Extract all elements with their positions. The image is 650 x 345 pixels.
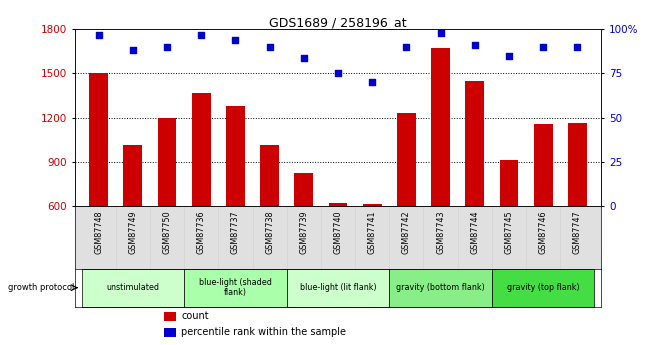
Text: GSM87739: GSM87739 — [299, 211, 308, 254]
Bar — [226, 106, 245, 206]
Text: growth protocol: growth protocol — [8, 283, 74, 292]
Text: GSM87750: GSM87750 — [162, 211, 172, 254]
Bar — [397, 113, 416, 206]
Text: GSM87741: GSM87741 — [368, 211, 377, 254]
Bar — [158, 118, 176, 206]
Point — [196, 32, 207, 37]
Bar — [287, 269, 389, 307]
Bar — [82, 269, 184, 307]
Point — [230, 37, 240, 43]
Text: GSM87736: GSM87736 — [197, 211, 206, 254]
Text: blue-light (lit flank): blue-light (lit flank) — [300, 283, 376, 292]
Text: GSM87745: GSM87745 — [504, 211, 514, 254]
Point — [401, 44, 411, 50]
Point — [162, 44, 172, 50]
Bar — [500, 160, 518, 206]
Bar — [389, 269, 492, 307]
Bar — [89, 73, 108, 206]
Text: count: count — [181, 311, 209, 321]
Bar — [184, 269, 287, 307]
Bar — [568, 123, 587, 206]
Text: GSM87743: GSM87743 — [436, 211, 445, 254]
Bar — [294, 174, 313, 206]
Text: GSM87747: GSM87747 — [573, 211, 582, 254]
Text: GSM87737: GSM87737 — [231, 211, 240, 254]
Title: GDS1689 / 258196_at: GDS1689 / 258196_at — [269, 16, 407, 29]
Bar — [534, 124, 552, 206]
Point — [469, 42, 480, 48]
Text: gravity (bottom flank): gravity (bottom flank) — [396, 283, 485, 292]
Text: gravity (top flank): gravity (top flank) — [507, 283, 579, 292]
Bar — [363, 204, 382, 206]
Point — [298, 55, 309, 60]
Bar — [492, 269, 594, 307]
Bar — [260, 146, 279, 206]
Bar — [164, 312, 176, 321]
Bar — [431, 48, 450, 206]
Point — [436, 30, 446, 36]
Text: unstimulated: unstimulated — [107, 283, 159, 292]
Point — [265, 44, 275, 50]
Text: GSM87742: GSM87742 — [402, 211, 411, 254]
Point — [367, 79, 378, 85]
Point — [504, 53, 514, 59]
Text: GSM87748: GSM87748 — [94, 211, 103, 254]
Point — [94, 32, 104, 37]
Text: GSM87744: GSM87744 — [470, 211, 479, 254]
Text: GSM87740: GSM87740 — [333, 211, 343, 254]
Bar — [192, 92, 211, 206]
Bar — [124, 146, 142, 206]
Point — [333, 71, 343, 76]
Point — [572, 44, 582, 50]
Text: percentile rank within the sample: percentile rank within the sample — [181, 327, 346, 337]
Text: GSM87749: GSM87749 — [128, 211, 137, 254]
Bar — [329, 203, 347, 206]
Point — [127, 48, 138, 53]
Bar — [465, 81, 484, 206]
Bar — [164, 328, 176, 336]
Text: GSM87746: GSM87746 — [539, 211, 548, 254]
Text: GSM87738: GSM87738 — [265, 211, 274, 254]
Text: blue-light (shaded
flank): blue-light (shaded flank) — [199, 278, 272, 297]
Point — [538, 44, 549, 50]
